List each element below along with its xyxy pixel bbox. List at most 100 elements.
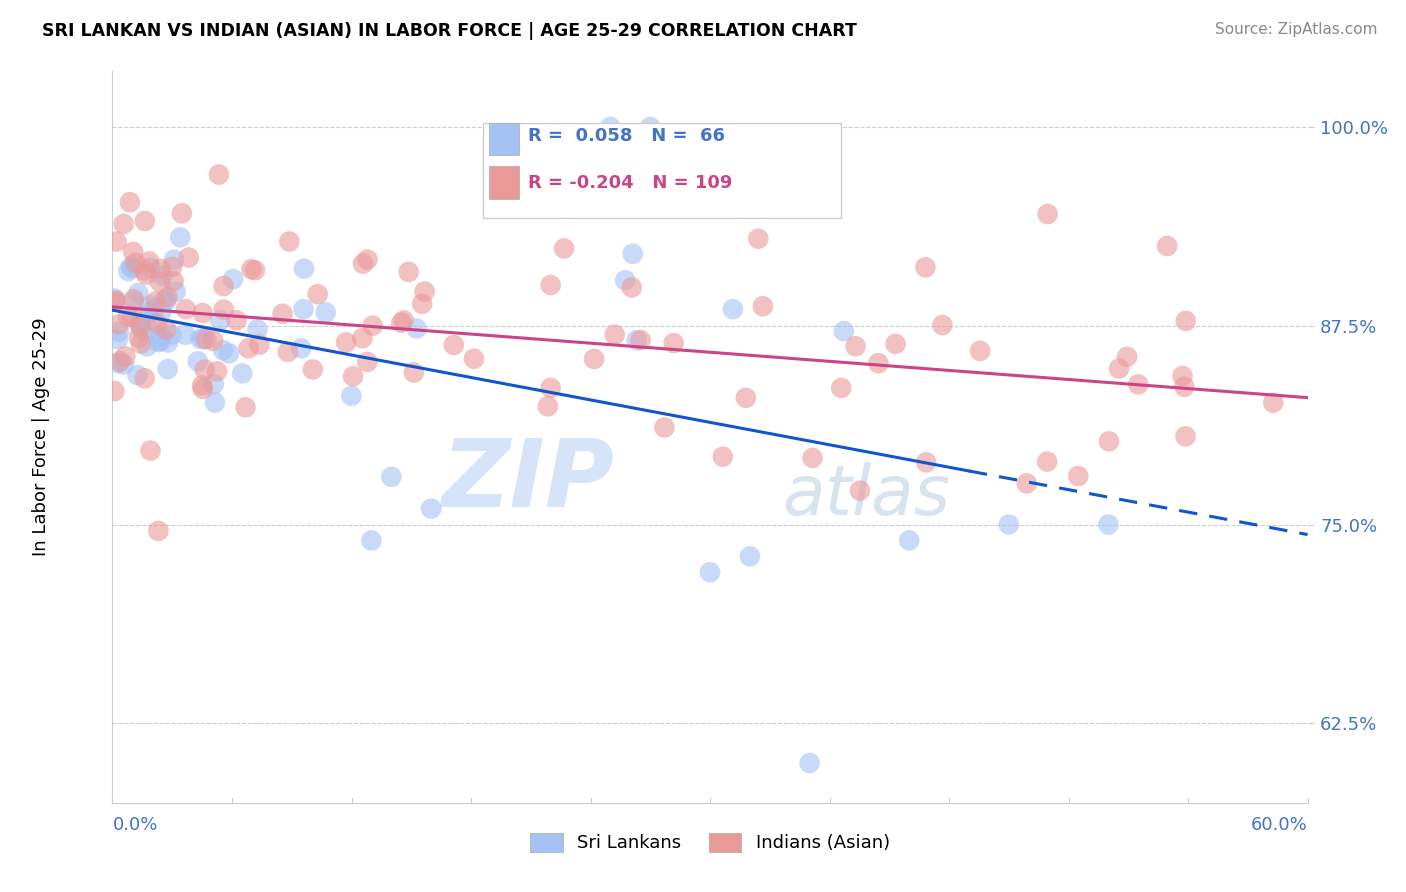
Point	[155, 293, 177, 308]
Point	[209, 313, 232, 327]
Point	[108, 318, 131, 332]
Point	[139, 443, 162, 458]
Point	[246, 322, 269, 336]
Point	[352, 331, 374, 345]
Point	[104, 294, 127, 309]
Point	[128, 330, 150, 344]
FancyBboxPatch shape	[489, 167, 519, 199]
Point	[132, 263, 155, 277]
Point	[160, 328, 183, 343]
Point	[402, 366, 425, 380]
Point	[156, 362, 179, 376]
Point	[174, 327, 197, 342]
Point	[112, 217, 135, 231]
Point	[117, 310, 139, 324]
Point	[128, 316, 150, 330]
Point	[243, 263, 266, 277]
Point	[290, 342, 312, 356]
Point	[747, 232, 769, 246]
Point	[155, 323, 177, 337]
Point	[361, 318, 384, 333]
Point	[1036, 207, 1059, 221]
Point	[830, 381, 852, 395]
Text: Source: ZipAtlas.com: Source: ZipAtlas.com	[1215, 22, 1378, 37]
Point	[156, 290, 179, 304]
Point	[277, 345, 299, 359]
Point	[122, 294, 145, 309]
Point	[108, 354, 131, 368]
Point	[614, 273, 637, 287]
Point	[662, 336, 685, 351]
Point	[148, 334, 170, 349]
Point	[621, 247, 644, 261]
Point	[640, 120, 662, 134]
Point	[138, 321, 160, 335]
Point	[222, 272, 245, 286]
Point	[121, 260, 143, 275]
Point	[231, 367, 253, 381]
Point	[931, 318, 953, 332]
Point	[187, 354, 209, 368]
Point	[114, 350, 136, 364]
Point	[170, 206, 193, 220]
Text: 0.0%: 0.0%	[112, 815, 157, 833]
Point	[699, 566, 721, 580]
Point	[160, 260, 183, 274]
Point	[225, 313, 247, 327]
Point	[405, 321, 427, 335]
Point	[169, 230, 191, 244]
Point	[104, 293, 127, 308]
Point	[626, 333, 648, 347]
Point	[537, 400, 560, 414]
Text: R = -0.204   N = 109: R = -0.204 N = 109	[529, 174, 733, 192]
Point	[752, 299, 775, 313]
Point	[1174, 429, 1197, 443]
Point	[845, 339, 868, 353]
Point	[271, 307, 294, 321]
Point	[734, 391, 756, 405]
Point	[153, 293, 176, 308]
Point	[721, 301, 744, 316]
Point	[138, 299, 160, 313]
Point	[202, 377, 225, 392]
Point	[1098, 434, 1121, 449]
Point	[162, 274, 184, 288]
Point	[143, 301, 166, 315]
Point	[335, 335, 357, 350]
Point	[134, 371, 156, 385]
Point	[122, 244, 145, 259]
Point	[356, 252, 378, 267]
Point	[1015, 476, 1038, 491]
Point	[413, 285, 436, 299]
Point	[315, 305, 337, 319]
Point	[191, 382, 214, 396]
Point	[630, 333, 652, 347]
Point	[360, 533, 382, 548]
Point	[212, 343, 235, 358]
Point	[131, 323, 153, 337]
Point	[915, 455, 938, 469]
Point	[212, 302, 235, 317]
Point	[145, 294, 167, 309]
Point	[711, 450, 734, 464]
Point	[389, 316, 412, 330]
Point	[103, 292, 125, 306]
Point	[583, 351, 606, 366]
Point	[165, 285, 187, 299]
Point	[420, 501, 443, 516]
Point	[212, 279, 235, 293]
Point	[127, 368, 149, 382]
Point	[1174, 314, 1197, 328]
Point	[998, 517, 1021, 532]
Point	[149, 261, 172, 276]
Point	[146, 317, 169, 331]
Point	[738, 549, 761, 564]
Point	[135, 268, 157, 282]
Point	[150, 305, 173, 319]
Point	[240, 262, 263, 277]
Point	[117, 264, 139, 278]
Point	[392, 313, 415, 327]
Point	[411, 297, 433, 311]
FancyBboxPatch shape	[484, 122, 842, 218]
Point	[278, 235, 301, 249]
